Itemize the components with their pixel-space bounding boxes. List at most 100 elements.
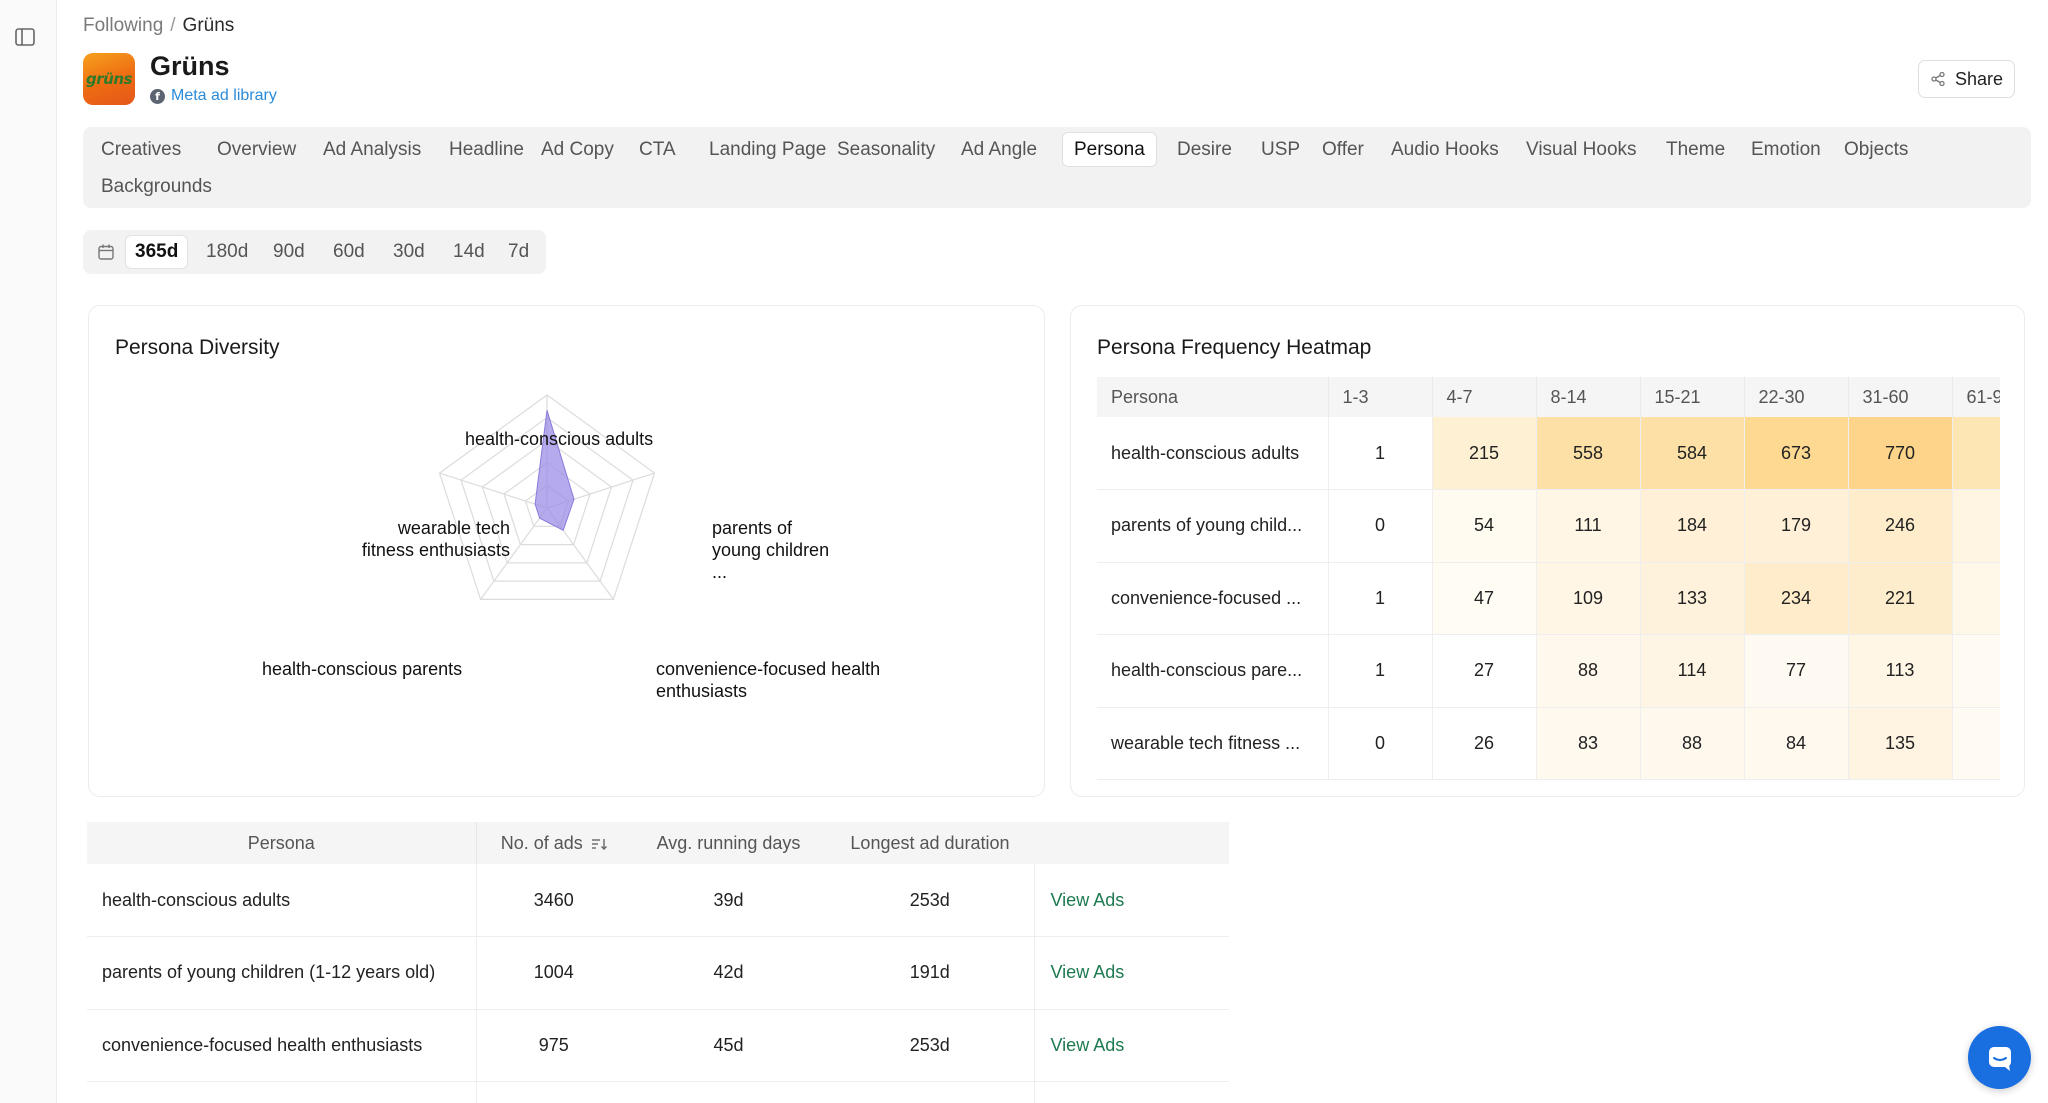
- share-icon: [1931, 71, 1945, 87]
- share-button[interactable]: Share: [1918, 60, 2015, 98]
- range-365d[interactable]: 365d: [125, 235, 189, 269]
- heatmap-cell: 246: [1848, 489, 1953, 563]
- persona-table-header: Persona No. of ads Avg. running days Lon…: [87, 822, 1229, 864]
- heatmap-cell: 27: [1432, 634, 1537, 708]
- radar-grid-ring: [481, 439, 613, 564]
- table-row: health-conscious adults 3460 39d 253d Vi…: [87, 864, 1229, 937]
- tab-audio-hooks[interactable]: Audio Hooks: [1391, 138, 1499, 160]
- analysis-tabs: Creatives Overview Ad Analysis Headline …: [83, 127, 2031, 208]
- heatmap-row-persona: health-conscious adults: [1097, 417, 1329, 490]
- tab-visual-hooks[interactable]: Visual Hooks: [1526, 138, 1637, 160]
- row-longest: 253d: [826, 1009, 1034, 1082]
- col-no-of-ads[interactable]: No. of ads: [476, 822, 631, 864]
- heatmap-header-row: Persona 1-3 4-7 8-14 15-21 22-30 31-60 6…: [1097, 377, 2000, 417]
- heatmap-title: Persona Frequency Heatmap: [1097, 336, 1372, 359]
- persona-diversity-title: Persona Diversity: [115, 336, 280, 359]
- sidebar-toggle-icon[interactable]: [14, 26, 36, 48]
- heatmap-col-31-60: 31-60: [1848, 377, 1953, 417]
- view-ads-link[interactable]: View Ads: [1050, 962, 1125, 983]
- persona-diversity-card: Persona Diversity health-conscious adult…: [88, 305, 1045, 797]
- heatmap-cell: 770: [1848, 417, 1953, 490]
- heatmap-cell: 0: [1328, 707, 1433, 780]
- heatmap-cell: 1: [1328, 417, 1433, 490]
- heatmap-col-22-30: 22-30: [1744, 377, 1849, 417]
- table-row: convenience-focused health enthusiasts 9…: [87, 1009, 1229, 1082]
- range-30d[interactable]: 30d: [393, 241, 425, 262]
- heatmap-cell: 1(: [1952, 562, 2000, 635]
- tab-backgrounds[interactable]: Backgrounds: [101, 175, 212, 197]
- tab-ad-analysis[interactable]: Ad Analysis: [323, 138, 422, 160]
- meta-ad-library-link[interactable]: f Meta ad library: [150, 87, 277, 105]
- row-longest: 253d: [826, 864, 1034, 937]
- row-persona: parents of young children (1-12 years ol…: [87, 936, 477, 1010]
- heatmap-col-61-90: 61-9: [1952, 377, 2000, 417]
- row-action-cell: View Ads: [1033, 1009, 1229, 1082]
- heatmap-cell: 558: [1536, 417, 1641, 490]
- range-180d[interactable]: 180d: [206, 241, 249, 262]
- date-range-selector: 365d 180d 90d 60d 30d 14d 7d: [83, 230, 546, 274]
- row-avg: 45d: [631, 1009, 826, 1082]
- row-longest-partial: [826, 1081, 1034, 1103]
- col-persona: Persona: [87, 822, 477, 864]
- tab-creatives[interactable]: Creatives: [101, 138, 182, 160]
- heatmap-cell: 54: [1432, 489, 1537, 563]
- heatmap-cell: 111: [1536, 489, 1641, 563]
- row-ads-partial: [476, 1081, 631, 1103]
- range-90d[interactable]: 90d: [273, 241, 305, 262]
- tab-ad-angle[interactable]: Ad Angle: [961, 138, 1038, 160]
- tab-usp[interactable]: USP: [1261, 138, 1301, 160]
- tab-emotion[interactable]: Emotion: [1751, 138, 1821, 160]
- heatmap-cell: 673: [1744, 417, 1849, 490]
- heatmap-row: wearable tech fitness ... 0 26 83 88 84 …: [1097, 707, 2000, 780]
- row-avg-partial: [631, 1081, 826, 1103]
- tab-overview[interactable]: Overview: [217, 138, 297, 160]
- chat-support-button[interactable]: [1968, 1026, 2031, 1089]
- sort-icon[interactable]: [591, 837, 607, 851]
- tab-cta[interactable]: CTA: [639, 138, 676, 160]
- heatmap-cell: 77: [1744, 634, 1849, 708]
- heatmap-row-persona: wearable tech fitness ...: [1097, 707, 1329, 780]
- heatmap-row-persona: parents of young child...: [1097, 489, 1329, 563]
- radar-label-parents-line-1: parents of: [712, 518, 793, 538]
- radar-grid-ring: [503, 462, 591, 546]
- tab-headline[interactable]: Headline: [449, 138, 524, 160]
- radar-label-convenience-line-1: convenience-focused health: [656, 659, 881, 679]
- heatmap-cell: 133: [1640, 562, 1745, 635]
- range-60d[interactable]: 60d: [333, 241, 365, 262]
- tab-objects[interactable]: Objects: [1844, 138, 1909, 160]
- view-ads-link[interactable]: View Ads: [1050, 1034, 1125, 1055]
- share-label: Share: [1954, 68, 2004, 89]
- heatmap-row: convenience-focused ... 1 47 109 133 234…: [1097, 562, 2000, 635]
- tab-persona[interactable]: Persona: [1062, 132, 1157, 167]
- row-persona: health-conscious adults: [87, 864, 477, 937]
- radar-label-health-conscious-parents: health-conscious parents: [262, 659, 463, 679]
- range-14d[interactable]: 14d: [453, 241, 485, 262]
- tab-desire[interactable]: Desire: [1177, 138, 1232, 160]
- brand-logo-text: grüns: [86, 70, 132, 88]
- facebook-icon: f: [150, 88, 165, 104]
- heatmap-cell: 3: [1952, 417, 2000, 490]
- view-ads-link[interactable]: View Ads: [1050, 889, 1125, 910]
- heatmap-row-persona: health-conscious pare...: [1097, 634, 1329, 708]
- radar-grid-ring: [438, 394, 656, 600]
- tab-offer[interactable]: Offer: [1322, 138, 1364, 160]
- tab-seasonality[interactable]: Seasonality: [837, 138, 936, 160]
- tab-ad-copy[interactable]: Ad Copy: [541, 138, 614, 160]
- row-ads: 975: [476, 1009, 631, 1082]
- heatmap-cell: 215: [1432, 417, 1537, 490]
- heatmap-cell: 1:: [1952, 489, 2000, 563]
- col-avg-running-days: Avg. running days: [631, 822, 826, 864]
- row-avg: 39d: [631, 864, 826, 937]
- brand-source-label: Meta ad library: [171, 87, 277, 104]
- breadcrumb-parent[interactable]: Following: [83, 15, 164, 36]
- heatmap-cell: 179: [1744, 489, 1849, 563]
- tab-landing-page[interactable]: Landing Page: [709, 138, 827, 160]
- range-7d[interactable]: 7d: [508, 241, 530, 262]
- heatmap-row: parents of young child... 0 54 111 184 1…: [1097, 489, 2000, 563]
- tab-theme[interactable]: Theme: [1666, 138, 1726, 160]
- brand-logo: grüns: [83, 53, 135, 105]
- heatmap-cell: 221: [1848, 562, 1953, 635]
- radar-data-area: [534, 410, 575, 532]
- persona-heatmap-card: Persona Frequency Heatmap Persona 1-3 4-…: [1070, 305, 2025, 797]
- heatmap-row-persona: convenience-focused ...: [1097, 562, 1329, 635]
